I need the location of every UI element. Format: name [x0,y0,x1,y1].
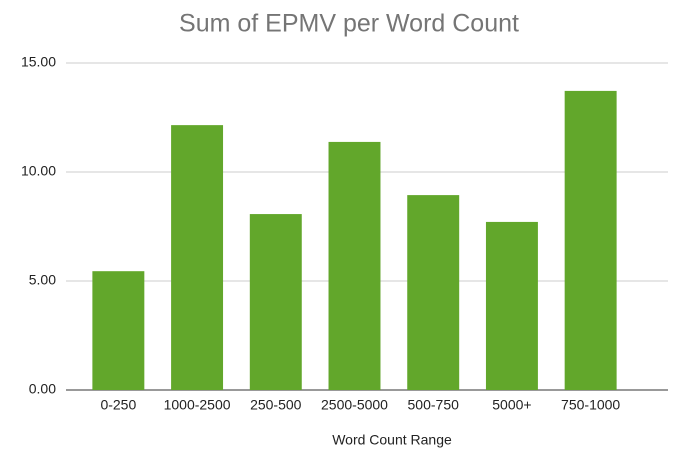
bar [564,90,617,391]
x-tick-label: 500-750 [408,397,460,413]
x-tick-label: 750-1000 [561,397,620,413]
x-tick-label: 1000-2500 [164,397,231,413]
bar [485,221,538,390]
bar [328,141,381,390]
y-tick-label: 5.00 [29,272,56,288]
y-tick-label: 10.00 [21,163,56,179]
y-tick-label: 0.00 [29,381,56,397]
chart-title: Sum of EPMV per Word Count [179,10,519,38]
x-tick-label: 5000+ [492,397,531,413]
x-tick-label: 250-500 [250,397,302,413]
x-axis-label: Word Count Range [332,432,452,448]
bar [171,125,224,390]
x-tick-label: 2500-5000 [321,397,388,413]
x-tick-label: 0-250 [100,397,136,413]
y-tick-label: 15.00 [21,54,56,70]
bar [249,214,302,390]
bar [407,195,460,390]
bar [92,271,145,390]
